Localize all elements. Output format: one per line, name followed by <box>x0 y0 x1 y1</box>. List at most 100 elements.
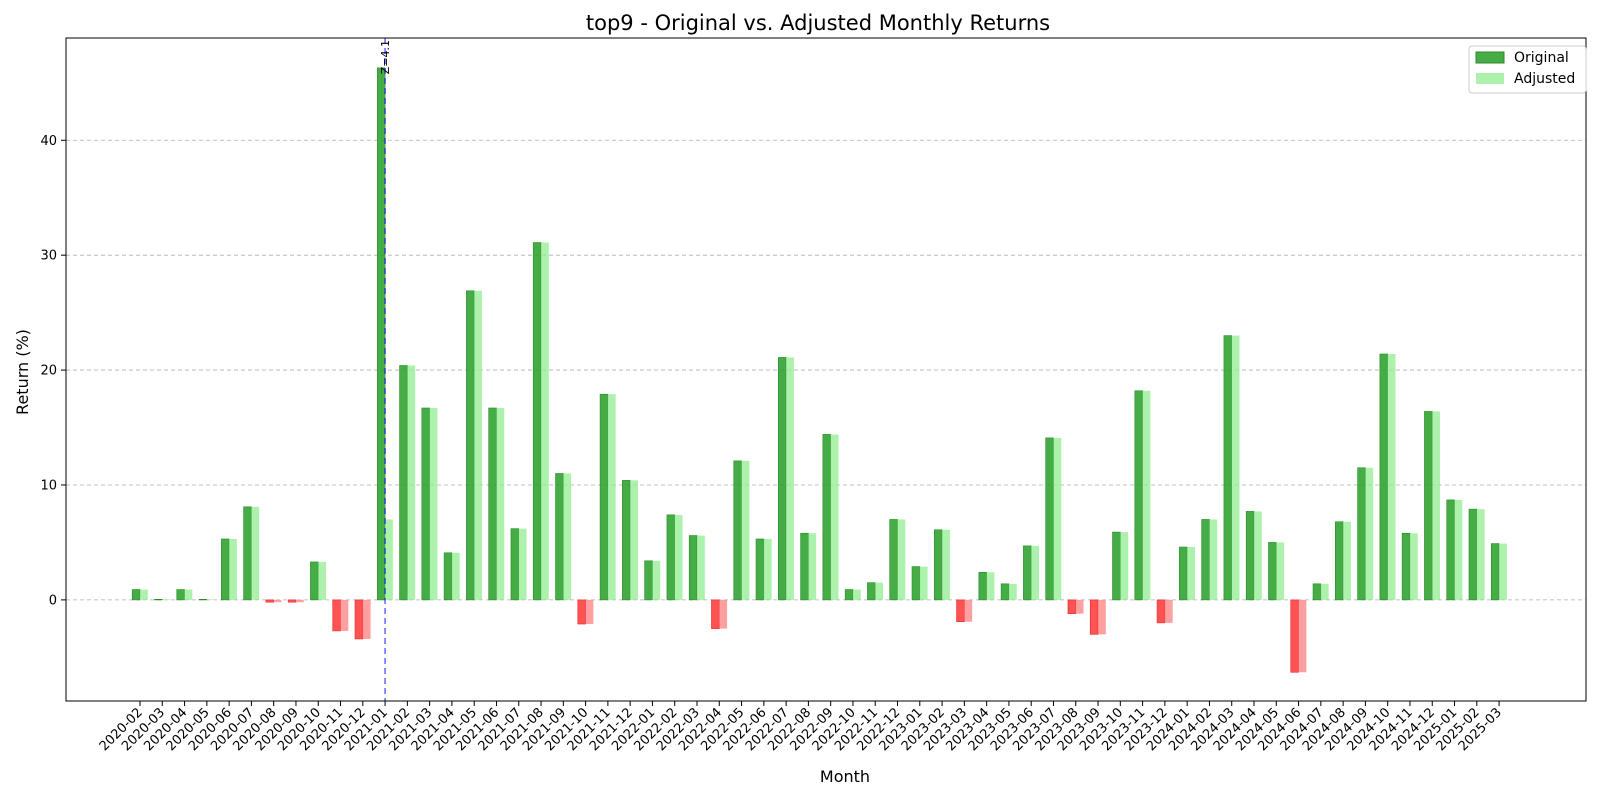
bar-adjusted-2024-06 <box>1298 599 1307 673</box>
bar-original-2022-06 <box>755 538 765 601</box>
bar-original-2021-01 <box>376 67 386 601</box>
bar-original-2024-01 <box>1179 546 1188 601</box>
bar-original-2022-02 <box>666 514 676 601</box>
bar-original-2023-01 <box>911 566 921 601</box>
bar-original-2022-03 <box>688 535 698 601</box>
bar-original-2020-03 <box>154 599 163 601</box>
bar-adjusted-2023-06 <box>1031 545 1039 600</box>
chart-title: top9 - Original vs. Adjusted Monthly Ret… <box>586 11 1050 35</box>
bar-adjusted-2023-02 <box>942 529 950 600</box>
bar-adjusted-2023-08 <box>1075 599 1084 614</box>
y-axis-label: Return (%) <box>13 329 32 415</box>
bar-original-2024-08 <box>1335 521 1344 601</box>
bar-original-2024-12 <box>1424 411 1433 601</box>
bar-original-2024-06 <box>1290 599 1299 673</box>
bar-adjusted-2020-06 <box>229 538 237 600</box>
bar-adjusted-2024-03 <box>1231 335 1240 600</box>
bar-adjusted-2021-03 <box>429 407 438 600</box>
legend: Original Adjusted <box>1468 45 1587 94</box>
bar-original-2022-04 <box>711 599 720 629</box>
bar-adjusted-2024-09 <box>1365 467 1374 600</box>
bar-adjusted-2024-01 <box>1187 547 1195 600</box>
bar-adjusted-2022-03 <box>697 535 705 600</box>
plot-frame <box>65 37 1587 702</box>
bar-original-2024-07 <box>1312 583 1322 601</box>
bar-adjusted-2020-10 <box>318 561 327 600</box>
bar-adjusted-2021-10 <box>585 599 594 625</box>
bar-adjusted-2022-05 <box>741 460 750 600</box>
bar-adjusted-2024-10 <box>1387 353 1396 600</box>
bar-original-2022-08 <box>800 532 809 601</box>
bar-adjusted-2023-05 <box>1008 583 1017 600</box>
bar-original-2022-05 <box>733 460 742 601</box>
bar-adjusted-2021-12 <box>630 480 638 600</box>
bar-adjusted-2024-08 <box>1343 521 1351 600</box>
bar-original-2023-09 <box>1089 599 1099 635</box>
bar-adjusted-2021-11 <box>607 394 616 600</box>
bar-original-2023-03 <box>956 599 965 623</box>
bar-adjusted-2025-02 <box>1476 509 1485 600</box>
bar-adjusted-2020-12 <box>362 599 371 639</box>
bar-adjusted-2024-12 <box>1432 411 1441 600</box>
bar-adjusted-2025-01 <box>1454 499 1463 600</box>
x-axis-label: Month <box>820 767 870 786</box>
y-axis: 0 10 20 30 40 <box>40 134 66 608</box>
bar-adjusted-2022-07 <box>786 357 794 600</box>
bar-adjusted-2024-07 <box>1320 583 1329 600</box>
bar-adjusted-2024-05 <box>1276 542 1285 600</box>
bar-original-2020-09 <box>287 599 297 603</box>
bar-original-2023-04 <box>978 572 987 601</box>
bar-adjusted-2024-04 <box>1254 511 1262 600</box>
bar-original-2021-03 <box>421 407 430 601</box>
bar-original-2020-05 <box>198 599 208 601</box>
bar-adjusted-2020-09 <box>295 599 304 603</box>
bar-original-2020-11 <box>332 599 341 632</box>
bar-original-2023-08 <box>1067 599 1077 614</box>
bar-adjusted-2022-09 <box>830 434 839 600</box>
legend-label-original: Original <box>1514 50 1569 66</box>
bar-adjusted-2020-11 <box>340 599 349 631</box>
bar-adjusted-2023-10 <box>1120 532 1129 600</box>
bar-original-2024-11 <box>1401 532 1411 601</box>
bar-adjusted-2021-01 <box>385 519 393 600</box>
bar-original-2021-05 <box>466 290 475 601</box>
annotation-layer: Z=4.1 <box>379 38 392 701</box>
bar-adjusted-2021-07 <box>518 528 527 600</box>
legend-label-adjusted: Adjusted <box>1514 71 1575 87</box>
y-tick-label: 0 <box>49 593 57 608</box>
bar-adjusted-2022-10 <box>852 589 861 600</box>
bar-adjusted-2023-07 <box>1053 437 1062 600</box>
bar-original-2021-12 <box>622 480 631 601</box>
bar-adjusted-2023-04 <box>986 572 995 600</box>
y-tick-label: 40 <box>40 134 57 149</box>
bar-original-2022-01 <box>644 560 653 601</box>
bar-adjusted-2025-03 <box>1499 543 1507 600</box>
bar-adjusted-2023-12 <box>1164 599 1173 623</box>
bar-original-2021-07 <box>510 528 520 601</box>
bar-adjusted-2020-07 <box>251 506 260 600</box>
bar-adjusted-2022-12 <box>897 519 906 600</box>
bar-original-2020-12 <box>354 599 364 640</box>
bar-adjusted-2022-02 <box>674 514 683 600</box>
bar-original-2020-07 <box>243 506 252 601</box>
bar-original-2022-10 <box>844 589 854 601</box>
bar-adjusted-2021-02 <box>407 365 416 600</box>
bar-original-2020-06 <box>221 538 230 601</box>
bar-original-2021-09 <box>555 473 564 601</box>
bar-original-2023-10 <box>1112 531 1121 601</box>
bar-original-2020-10 <box>310 561 319 601</box>
bar-original-2021-11 <box>599 393 609 601</box>
bar-adjusted-2021-08 <box>541 242 549 600</box>
bar-original-2024-05 <box>1268 542 1277 601</box>
legend-swatch-original <box>1475 51 1505 64</box>
bar-original-2021-06 <box>488 407 497 601</box>
bar-adjusted-2021-09 <box>563 473 572 600</box>
bar-original-2023-12 <box>1156 599 1166 624</box>
bars-layer <box>131 67 1507 673</box>
bar-original-2024-09 <box>1357 467 1366 601</box>
y-tick-label: 20 <box>40 364 57 379</box>
bar-adjusted-2023-11 <box>1142 390 1151 600</box>
bar-adjusted-2022-01 <box>652 560 661 600</box>
bar-adjusted-2023-03 <box>964 599 973 622</box>
